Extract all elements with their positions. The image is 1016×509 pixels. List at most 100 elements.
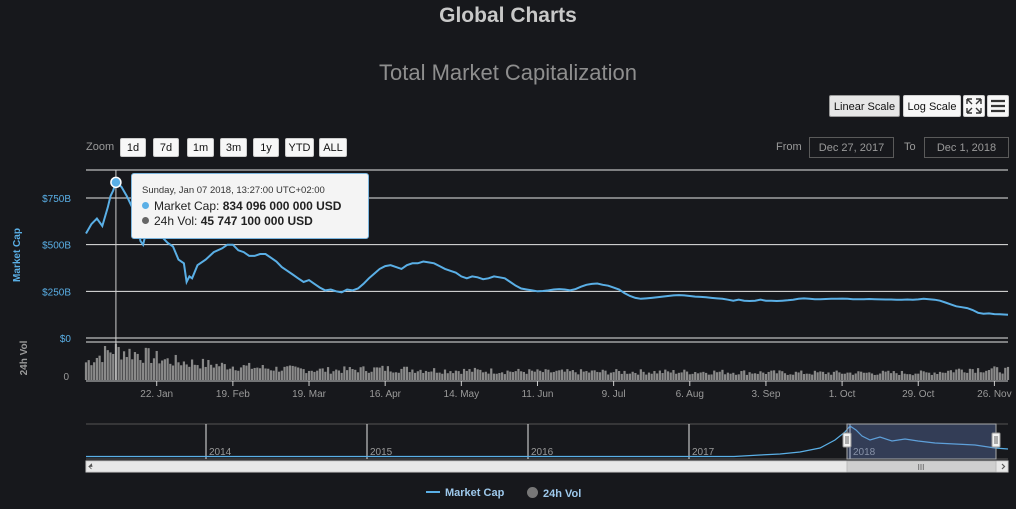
from-date-input[interactable]: Dec 27, 2017: [809, 137, 894, 158]
volume-bar: [218, 366, 221, 380]
zoom-ytd-button[interactable]: YTD: [285, 138, 314, 157]
volume-bar: [588, 372, 591, 380]
volume-bar: [590, 370, 593, 380]
volume-bar: [696, 373, 700, 380]
volume-bar: [835, 370, 838, 380]
page-title: Global Charts: [439, 4, 577, 27]
zoom-1m-button[interactable]: 1m: [187, 138, 214, 157]
volume-bar: [637, 374, 640, 380]
zoom-7d-button[interactable]: 7d: [153, 138, 179, 157]
volume-bar: [1004, 367, 1007, 380]
volume-bar: [971, 369, 974, 380]
volume-bar: [514, 371, 517, 380]
volume-bar: [876, 374, 879, 380]
volume-bar: [865, 372, 868, 380]
volume-bar: [93, 362, 96, 380]
zoom-label: Zoom: [86, 141, 115, 153]
volume-bar: [729, 373, 732, 380]
zoom-1d-button[interactable]: 1d: [120, 138, 146, 157]
legend-volume[interactable]: 24h Vol: [527, 487, 581, 500]
volume-bar: [898, 374, 901, 380]
volume-bar: [949, 370, 952, 380]
volume-bar: [593, 370, 596, 380]
volume-bar: [783, 373, 787, 380]
volume-bar: [816, 372, 819, 380]
legend-market-cap[interactable]: Market Cap: [426, 487, 504, 499]
tooltip-market-cap-row: Market Cap: 834 096 000 000 USD: [142, 199, 341, 213]
volume-bar: [264, 368, 267, 380]
volume-bar: [751, 373, 754, 380]
volume-bar: [457, 371, 460, 380]
volume-bar: [533, 371, 536, 380]
volume-bar: [838, 372, 841, 380]
volume-bar: [288, 365, 292, 380]
to-date-input[interactable]: Dec 1, 2018: [924, 137, 1009, 158]
fullscreen-button[interactable]: [963, 95, 985, 117]
tooltip: Sunday, Jan 07 2018, 13:27:00 UTC+02:00 …: [131, 173, 369, 239]
log-scale-button[interactable]: Log Scale: [903, 95, 961, 117]
volume-bar: [661, 373, 664, 380]
volume-bar: [441, 373, 444, 380]
volume-bar: [974, 372, 977, 380]
volume-bar: [664, 369, 667, 380]
legend-volume-label: 24h Vol: [543, 488, 582, 500]
volume-bar: [1006, 366, 1010, 380]
volume-bar: [721, 369, 724, 380]
volume-bar: [509, 371, 512, 380]
volume-bar: [340, 372, 343, 380]
volume-bar: [454, 370, 457, 380]
volume-bar: [990, 368, 993, 380]
volume-bar: [416, 371, 419, 380]
volume-bar: [691, 373, 694, 380]
x-tick-label: 1. Oct: [829, 389, 856, 400]
volume-bar: [699, 372, 702, 380]
menu-button[interactable]: [987, 95, 1009, 117]
volume-bar: [443, 369, 447, 380]
volume-bar: [745, 374, 749, 380]
volume-bar: [487, 373, 490, 380]
navigator-year-label: 2017: [692, 447, 715, 458]
volume-bar: [911, 375, 914, 380]
volume-bar: [895, 373, 898, 380]
volume-bar: [133, 352, 137, 380]
x-tick-label: 6. Aug: [676, 389, 704, 400]
navigator[interactable]: 2014 2015 2016 2017 2018 III: [85, 423, 1009, 473]
volume-bar: [707, 374, 710, 380]
volume-bar: [449, 371, 452, 380]
volume-bar: [770, 370, 773, 380]
volume-bar: [452, 373, 455, 380]
volume-bar: [843, 373, 846, 380]
volume-bar: [552, 371, 555, 380]
navigator-left-handle[interactable]: [842, 432, 852, 448]
tooltip-date: Sunday, Jan 07 2018, 13:27:00 UTC+02:00: [142, 185, 325, 196]
volume-bar: [356, 372, 360, 380]
linear-scale-button[interactable]: Linear Scale: [829, 95, 900, 117]
volume-bar: [506, 370, 509, 380]
volume-bar: [147, 348, 150, 380]
volume-bar: [316, 370, 319, 380]
volume-bar: [957, 368, 961, 380]
zoom-3m-button[interactable]: 3m: [220, 138, 247, 157]
volume-bar: [297, 367, 300, 380]
volume-bar: [563, 371, 566, 380]
volume-bar: [517, 368, 520, 380]
volume-bar: [873, 374, 876, 380]
y-axis-title: Market Cap: [12, 228, 23, 282]
volume-axis-title: 24h Vol: [19, 340, 30, 375]
volume-bar: [963, 372, 966, 380]
volume-bar: [930, 374, 933, 380]
volume-bar: [239, 367, 243, 380]
zoom-1y-button[interactable]: 1y: [253, 138, 279, 157]
volume-bar: [827, 372, 830, 380]
y-tick-label: $0: [60, 334, 72, 345]
zoom-all-button[interactable]: ALL: [319, 138, 347, 157]
navigator-right-handle[interactable]: [991, 432, 1001, 448]
volume-bar: [612, 372, 615, 380]
navigator-scrollbar-thumb[interactable]: [846, 460, 997, 473]
to-label: To: [904, 141, 916, 153]
volume-bar: [180, 365, 183, 380]
volume-bar: [574, 372, 577, 380]
volume-bar: [656, 373, 659, 380]
volume-bar: [1001, 373, 1004, 380]
